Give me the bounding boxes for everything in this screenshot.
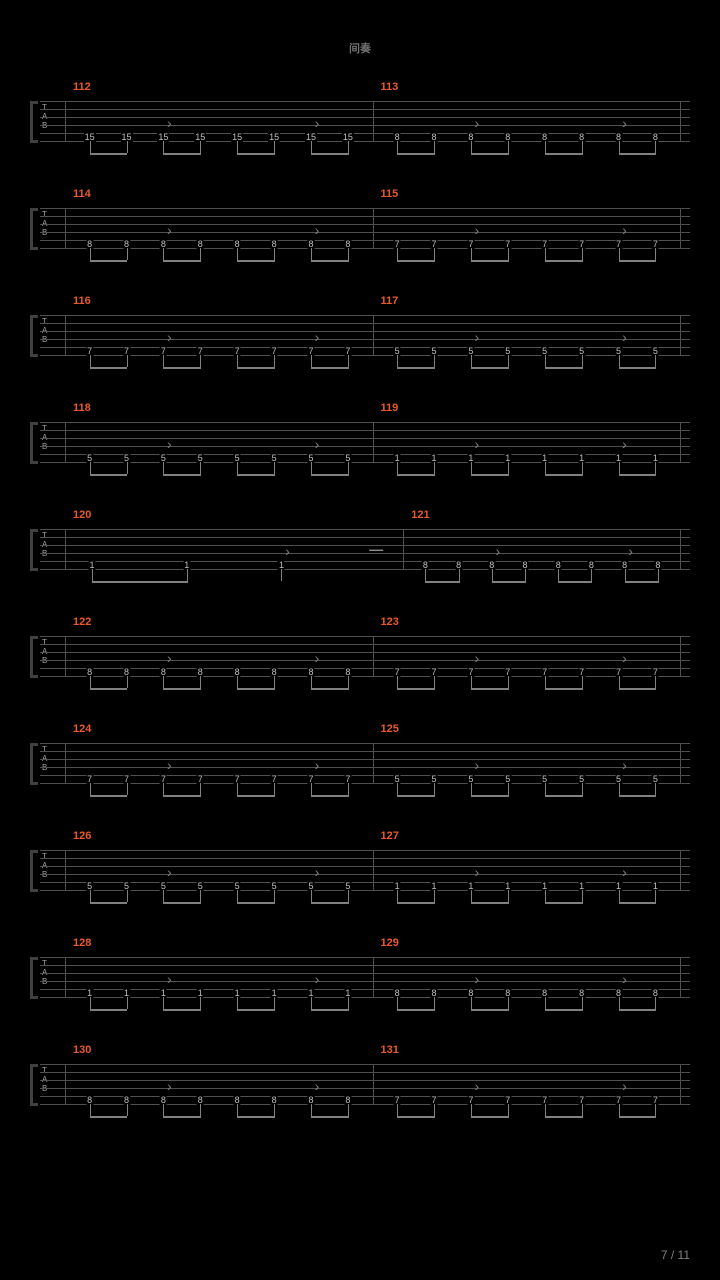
measure-number: 129	[381, 937, 399, 949]
staff-bracket	[30, 315, 38, 357]
measure-number: 118	[73, 402, 91, 414]
measure-number: 130	[73, 1044, 91, 1056]
accent-mark: ›	[167, 329, 172, 345]
tab-staff	[40, 315, 690, 355]
staff-bracket	[30, 422, 38, 464]
accent-mark: ›	[475, 971, 480, 987]
accent-mark: ›	[315, 650, 320, 666]
measure-number: 112	[73, 81, 91, 93]
tab-line: TAB11677777777››11755555555››	[30, 285, 690, 380]
tab-line: TAB1121515151515151515››11388888888››	[30, 71, 690, 166]
accent-mark: ›	[622, 115, 627, 131]
accent-mark: ›	[622, 650, 627, 666]
page-number: 7 / 11	[661, 1248, 690, 1262]
accent-mark: ›	[475, 436, 480, 452]
accent-mark: ›	[622, 222, 627, 238]
accent-mark: ›	[315, 329, 320, 345]
measure-number: 120	[73, 509, 91, 521]
accent-mark: ›	[475, 757, 480, 773]
accent-mark: ›	[475, 222, 480, 238]
accent-mark: ›	[167, 971, 172, 987]
measure-number: 113	[381, 81, 399, 93]
staff-bracket	[30, 529, 38, 571]
accent-mark: ›	[167, 1078, 172, 1094]
staff-bracket	[30, 1064, 38, 1106]
accent-mark: ›	[475, 1078, 480, 1094]
accent-mark: ›	[315, 757, 320, 773]
measure-number: 115	[381, 188, 399, 200]
tab-staff	[40, 208, 690, 248]
accent-mark: ›	[622, 329, 627, 345]
tab-staff	[40, 1064, 690, 1104]
tab-line: TAB12811111111››12988888888››	[30, 927, 690, 1022]
accent-mark: ›	[622, 757, 627, 773]
tab-sheet: 间奏 TAB1121515151515151515››11388888888››…	[0, 0, 720, 1161]
tab-line: TAB11855555555››11911111111››	[30, 392, 690, 487]
accent-mark: ›	[622, 436, 627, 452]
measure-number: 125	[381, 723, 399, 735]
tab-line: TAB12477777777››12555555555››	[30, 713, 690, 808]
tab-staff	[40, 422, 690, 462]
accent-mark: ›	[167, 436, 172, 452]
accent-mark: ›	[475, 329, 480, 345]
accent-mark: ›	[622, 864, 627, 880]
accent-mark: ›	[167, 115, 172, 131]
accent-mark: ›	[167, 864, 172, 880]
accent-mark: ›	[285, 543, 290, 559]
staff-bracket	[30, 957, 38, 999]
accent-mark: ›	[315, 971, 320, 987]
accent-mark: ›	[475, 864, 480, 880]
tab-staff	[40, 636, 690, 676]
accent-mark: ›	[475, 650, 480, 666]
accent-mark: ›	[495, 543, 500, 559]
measure-number: 126	[73, 830, 91, 842]
rest-symbol: —	[369, 541, 383, 557]
tab-line: TAB12655555555››12711111111››	[30, 820, 690, 915]
measure-number: 117	[381, 295, 399, 307]
measure-number: 122	[73, 616, 91, 628]
staff-bracket	[30, 743, 38, 785]
accent-mark: ›	[315, 1078, 320, 1094]
measure-number: 121	[411, 509, 429, 521]
measure-number: 123	[381, 616, 399, 628]
section-label: 间奏	[30, 40, 690, 56]
accent-mark: ›	[622, 1078, 627, 1094]
tab-line: TAB11488888888››11577777777››	[30, 178, 690, 273]
measure-number: 119	[381, 402, 399, 414]
accent-mark: ›	[475, 115, 480, 131]
tab-staff	[40, 101, 690, 141]
measure-number: 127	[381, 830, 399, 842]
tab-staff	[40, 743, 690, 783]
measure-number: 124	[73, 723, 91, 735]
tab-line: TAB120111—›12188888888››	[30, 499, 690, 594]
accent-mark: ›	[167, 222, 172, 238]
accent-mark: ›	[167, 757, 172, 773]
tab-lines-container: TAB1121515151515151515››11388888888››TAB…	[30, 71, 690, 1129]
accent-mark: ›	[315, 115, 320, 131]
staff-bracket	[30, 208, 38, 250]
accent-mark: ›	[167, 650, 172, 666]
tab-staff	[40, 850, 690, 890]
staff-bracket	[30, 636, 38, 678]
measure-number: 114	[73, 188, 91, 200]
staff-bracket	[30, 850, 38, 892]
accent-mark: ›	[315, 222, 320, 238]
accent-mark: ›	[622, 971, 627, 987]
measure-number: 116	[73, 295, 91, 307]
measure-number: 128	[73, 937, 91, 949]
tab-staff	[40, 957, 690, 997]
accent-mark: ›	[315, 436, 320, 452]
tab-line: TAB13088888888››13177777777››	[30, 1034, 690, 1129]
accent-mark: ›	[628, 543, 633, 559]
measure-number: 131	[381, 1044, 399, 1056]
staff-bracket	[30, 101, 38, 143]
accent-mark: ›	[315, 864, 320, 880]
tab-line: TAB12288888888››12377777777››	[30, 606, 690, 701]
